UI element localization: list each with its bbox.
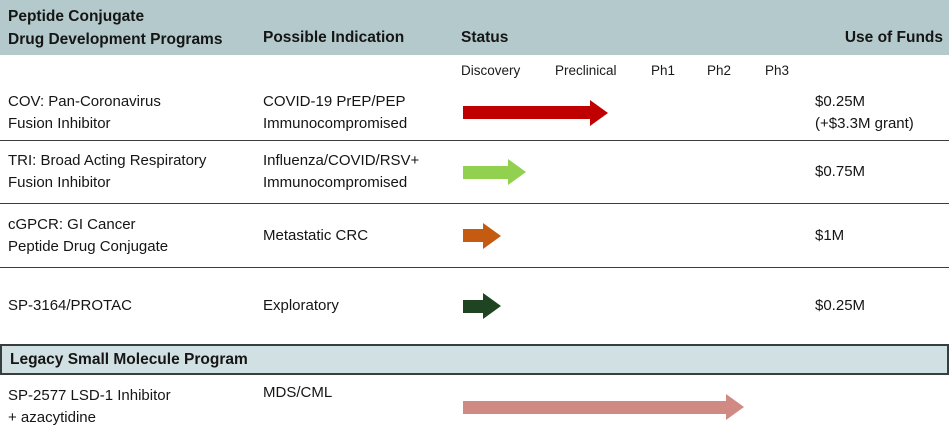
program-name: cGPCR: GI Cancer Peptide Drug Conjugate xyxy=(8,215,169,255)
funds-column-header: Use of Funds xyxy=(844,29,943,46)
program-name: SP-2577 LSD-1 Inhibitor + azacytidine xyxy=(8,387,171,426)
stage-label-ph2: Ph2 xyxy=(707,62,732,78)
table-row-cov: COV: Pan-Coronavirus Fusion Inhibitor CO… xyxy=(0,85,949,141)
indication: Metastatic CRC xyxy=(263,226,369,244)
arrow-shaft xyxy=(463,229,483,242)
arrow-head xyxy=(483,222,501,249)
table-row-sp2577: SP-2577 LSD-1 Inhibitor + azacytidine MD… xyxy=(0,375,949,439)
status-cell xyxy=(461,85,811,140)
arrow-head xyxy=(508,159,526,185)
stage-label-ph3: Ph3 xyxy=(765,62,790,78)
program-name: COV: Pan-Coronavirus Fusion Inhibitor xyxy=(8,92,161,132)
indication: Exploratory xyxy=(263,297,339,314)
table-row-cgpcr: cGPCR: GI Cancer Peptide Drug Conjugate … xyxy=(0,204,949,268)
arrow-head xyxy=(590,99,608,126)
table-row-tri: TRI: Broad Acting Respiratory Fusion Inh… xyxy=(0,141,949,204)
arrow-shaft xyxy=(463,106,590,119)
indication-column-header: Possible Indication xyxy=(263,29,405,46)
status-cell xyxy=(461,141,811,203)
table-header: Peptide Conjugate Drug Development Progr… xyxy=(0,0,949,55)
arrow-shaft xyxy=(463,165,508,179)
indication: Influenza/COVID/RSV+ Immunocompromised xyxy=(263,152,420,191)
legacy-banner-title: Legacy Small Molecule Program xyxy=(10,350,248,368)
funds: $0.25M (+$3.3M grant) xyxy=(815,92,914,132)
table-row-sp3164: SP-3164/PROTAC Exploratory $0.25M xyxy=(0,268,949,344)
funds: $0.25M xyxy=(815,297,866,314)
status-arrow xyxy=(463,99,608,126)
stage-label-preclinical: Preclinical xyxy=(555,62,617,78)
indication: COVID-19 PrEP/PEP Immunocompromised xyxy=(263,92,408,132)
status-arrow xyxy=(463,222,501,249)
program-column-header: Peptide Conjugate Drug Development Progr… xyxy=(8,5,222,51)
program-name: SP-3164/PROTAC xyxy=(8,297,132,314)
status-arrow xyxy=(463,394,744,420)
program-name: TRI: Broad Acting Respiratory Fusion Inh… xyxy=(8,152,207,191)
status-cell xyxy=(461,268,811,344)
stage-label-discovery: Discovery xyxy=(461,62,521,78)
arrow-shaft xyxy=(463,299,483,313)
program-header-line1: Peptide Conjugate xyxy=(8,8,145,25)
arrow-head xyxy=(726,394,744,420)
legacy-program-banner: Legacy Small Molecule Program xyxy=(0,344,949,375)
stage-label-ph1: Ph1 xyxy=(651,62,676,78)
status-arrow xyxy=(463,293,501,319)
indication: MDS/CML xyxy=(263,384,333,401)
status-column-header: Status xyxy=(461,29,509,46)
program-header-line2: Drug Development Programs xyxy=(8,31,223,48)
status-cell xyxy=(461,204,811,267)
arrow-head xyxy=(483,293,501,319)
funds: $1M xyxy=(815,226,845,244)
status-cell xyxy=(461,375,811,439)
arrow-shaft xyxy=(463,400,726,414)
status-arrow xyxy=(463,159,526,185)
phase-labels-row: Discovery Preclinical Ph1 Ph2 Ph3 xyxy=(0,55,949,85)
funds: $0.75M xyxy=(815,163,866,180)
